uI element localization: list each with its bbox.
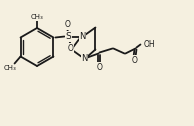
Text: O: O <box>68 44 73 53</box>
Text: N: N <box>79 32 86 41</box>
Text: CH₃: CH₃ <box>31 14 43 20</box>
Text: S: S <box>66 32 71 41</box>
Text: O: O <box>65 20 70 29</box>
Text: N: N <box>81 54 88 63</box>
Text: O: O <box>97 63 102 72</box>
Text: OH: OH <box>143 40 155 49</box>
Text: O: O <box>132 56 137 65</box>
Text: CH₃: CH₃ <box>3 66 16 71</box>
